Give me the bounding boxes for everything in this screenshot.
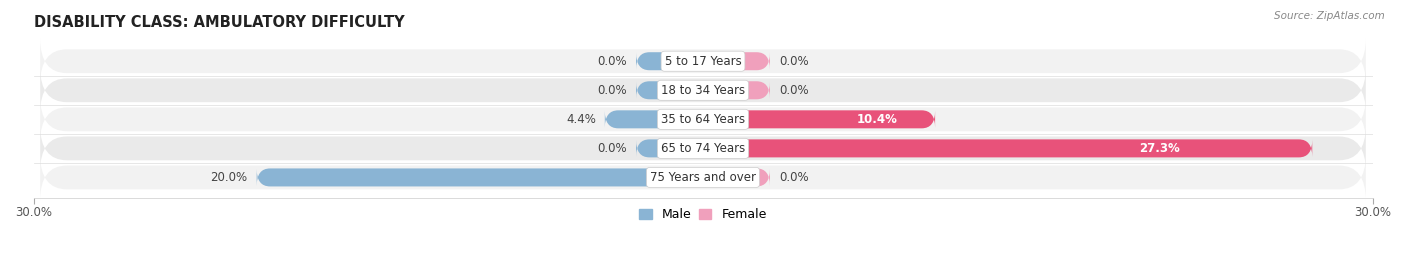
Text: 27.3%: 27.3% (1139, 142, 1180, 155)
FancyBboxPatch shape (703, 139, 1312, 157)
Text: 0.0%: 0.0% (779, 171, 808, 184)
FancyBboxPatch shape (703, 168, 770, 187)
FancyBboxPatch shape (257, 168, 703, 187)
FancyBboxPatch shape (703, 52, 770, 70)
Text: 0.0%: 0.0% (598, 55, 627, 68)
Text: 35 to 64 Years: 35 to 64 Years (661, 113, 745, 126)
Text: 18 to 34 Years: 18 to 34 Years (661, 84, 745, 97)
Text: 0.0%: 0.0% (779, 84, 808, 97)
FancyBboxPatch shape (636, 52, 703, 70)
FancyBboxPatch shape (41, 67, 1365, 113)
FancyBboxPatch shape (703, 81, 770, 99)
Legend: Male, Female: Male, Female (634, 203, 772, 226)
Text: 0.0%: 0.0% (779, 55, 808, 68)
FancyBboxPatch shape (41, 125, 1365, 171)
Text: 75 Years and over: 75 Years and over (650, 171, 756, 184)
Text: 20.0%: 20.0% (211, 171, 247, 184)
Text: 0.0%: 0.0% (598, 142, 627, 155)
FancyBboxPatch shape (703, 110, 935, 128)
Text: 65 to 74 Years: 65 to 74 Years (661, 142, 745, 155)
Text: Source: ZipAtlas.com: Source: ZipAtlas.com (1274, 11, 1385, 21)
FancyBboxPatch shape (41, 96, 1365, 142)
Text: 4.4%: 4.4% (567, 113, 596, 126)
FancyBboxPatch shape (636, 81, 703, 99)
FancyBboxPatch shape (605, 110, 703, 128)
Text: 5 to 17 Years: 5 to 17 Years (665, 55, 741, 68)
Text: 10.4%: 10.4% (856, 113, 897, 126)
Text: DISABILITY CLASS: AMBULATORY DIFFICULTY: DISABILITY CLASS: AMBULATORY DIFFICULTY (34, 15, 404, 30)
FancyBboxPatch shape (41, 38, 1365, 84)
FancyBboxPatch shape (41, 154, 1365, 200)
Text: 0.0%: 0.0% (598, 84, 627, 97)
FancyBboxPatch shape (636, 139, 703, 157)
